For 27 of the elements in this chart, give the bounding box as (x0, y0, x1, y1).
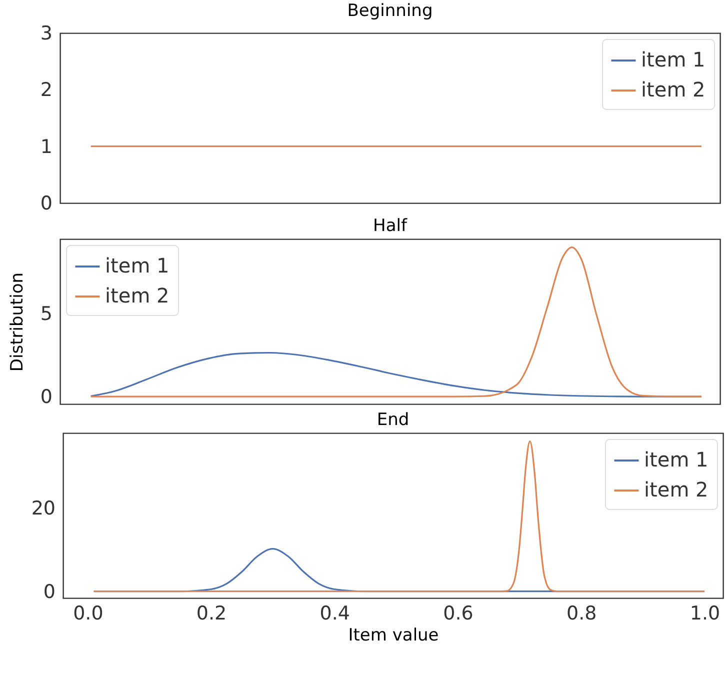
legend-label: item 1 (105, 254, 170, 278)
chart-title: Half (373, 216, 408, 236)
line-series (93, 440, 706, 592)
legend-label: item 1 (644, 448, 708, 472)
y-axis-title: Distribution (8, 272, 28, 372)
y-tick-label: 2 (40, 79, 52, 102)
x-tick-label: 0.0 (73, 602, 104, 624)
legend-label: item 2 (641, 78, 706, 102)
x-axis-title: Item value (348, 626, 439, 646)
chart-title: Beginning (347, 1, 433, 21)
y-tick-label: 5 (40, 303, 52, 326)
y-tick-label: 0 (40, 386, 52, 408)
y-tick-label: 20 (31, 498, 56, 520)
legend-label: item 2 (644, 478, 708, 502)
x-tick-label: 0.6 (443, 602, 474, 624)
y-tick-label: 3 (40, 22, 52, 44)
chart-title: End (376, 410, 410, 430)
y-tick-label: 0 (43, 580, 56, 603)
x-tick-label: 0.4 (320, 602, 350, 624)
y-tick-label: 1 (40, 136, 52, 158)
legend-label: item 1 (641, 48, 706, 72)
x-tick-label: 0.8 (566, 602, 597, 624)
line-series (90, 246, 702, 398)
x-tick-label: 0.2 (196, 602, 227, 624)
y-tick-label: 0 (40, 192, 52, 214)
legend-label: item 2 (105, 284, 170, 308)
x-tick-label: 1.0 (690, 602, 720, 624)
